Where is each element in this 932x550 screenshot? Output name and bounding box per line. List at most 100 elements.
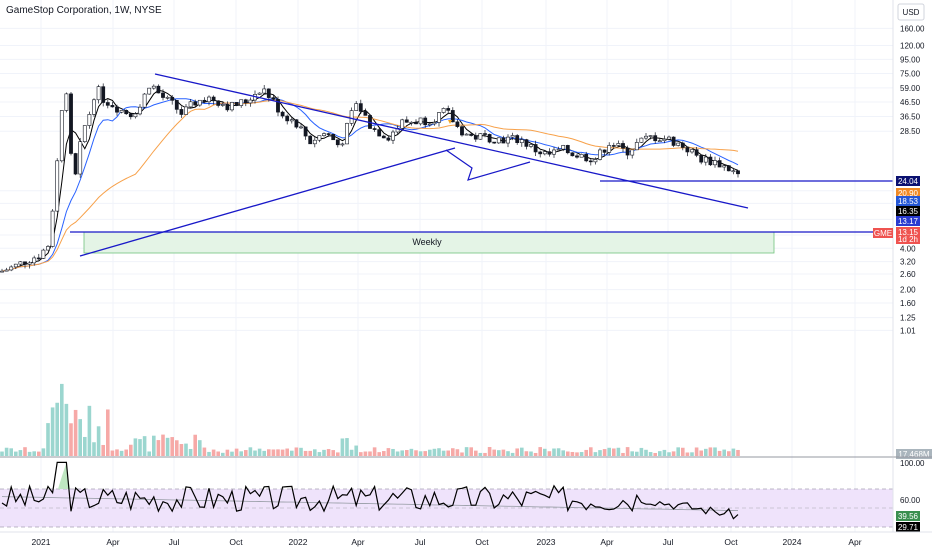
time-axis[interactable]: 2021 Apr Jul Oct 2022 Apr Jul Oct 2023 Apr Jul Oct 2… [32,537,862,547]
candle-body [547,151,552,155]
volume-bar [313,449,317,456]
volume-bar [349,449,354,456]
time-tick-label: Jul [169,537,180,547]
volume-bar [83,436,87,456]
candle-body [515,135,520,143]
volume-bar [142,436,147,456]
candle-body [193,101,198,106]
candle-body [391,131,395,141]
candle-body [372,128,377,130]
candle-body [234,102,239,106]
volume-bar [299,447,303,456]
volume-bar [129,444,133,456]
volume-bar [451,448,455,456]
candle-body [418,117,423,125]
candle-body [18,261,23,265]
volume-bar [359,452,363,456]
price-tag [896,206,920,216]
price-tick-label: 3.20 [900,258,916,267]
volume-bar [239,451,243,456]
candle-body [455,121,460,127]
volume-bar [124,449,128,456]
volume-bar [110,450,115,456]
volume-bar [211,449,216,456]
candle-body [312,139,317,145]
candle-body [676,142,681,146]
volume-bar [437,448,441,456]
trendlines[interactable] [70,73,893,257]
candle-body [423,117,428,126]
volume-bar [648,452,653,456]
candle-body [0,270,4,273]
descending-trendline[interactable] [154,73,749,209]
volume-bar [60,383,64,456]
volume-bar [372,447,377,456]
candle-body [460,126,464,136]
candle-body [345,123,349,145]
volume-bar [41,448,46,456]
candle-body [611,145,616,147]
candle-body [437,112,441,123]
volume-bar [625,447,630,456]
candle-body [128,113,133,118]
volume-bar [506,451,510,456]
candle-body [717,160,722,168]
price-tick-label: 2.00 [900,286,916,295]
candle-body [340,143,345,146]
candle-body [294,119,299,128]
candle-body [202,99,207,103]
time-tick-label: 2024 [783,537,802,547]
volume-bar [405,450,409,456]
price-tag [896,227,920,237]
candle-body [50,210,55,247]
volume-bar [699,450,703,456]
volume-bar [616,447,621,456]
volume-bar [497,450,501,456]
candle-body [59,110,64,162]
volume-bar [717,450,722,456]
candle-body [23,261,27,265]
flag-lines[interactable] [445,149,531,181]
candle-body [73,153,78,175]
volume-bar [87,405,92,456]
volume-bar [276,449,280,456]
candle-body [239,99,244,106]
candle-body [317,135,322,141]
candle-body [151,85,156,89]
candles [0,83,740,273]
volume-bar [607,447,611,456]
price-tick-label: 1.01 [900,326,916,335]
volume-bar [69,423,73,456]
time-tick-label: Apr [848,537,861,547]
price-tag-label: 13.15 [898,228,919,237]
candle-body [36,257,41,260]
candle-body [708,156,713,166]
time-tick-label: Oct [475,537,489,547]
volume-bar [92,442,96,456]
currency-button[interactable] [897,3,925,21]
price-tick-label: 59.00 [900,84,921,93]
candle-body [289,119,294,122]
candle-body [446,108,451,111]
candle-body [473,135,478,140]
price-tick-label: 95.00 [900,55,921,64]
volume-bar [285,448,289,456]
volume-bar [644,449,648,456]
volume-bar [391,448,395,456]
candle-body [4,269,9,272]
time-tick-label: Apr [600,537,613,547]
candle-body [478,133,483,140]
volume-bar [386,448,391,456]
candle-body [464,133,469,136]
volume-bar [294,447,299,456]
volume-bar [409,448,414,456]
candle-body [285,115,290,122]
volume-bar [290,450,294,456]
volume-bar [441,450,446,456]
volume-bar [602,449,607,456]
volume-bar [101,444,105,456]
ascending-trendline[interactable] [79,147,456,257]
